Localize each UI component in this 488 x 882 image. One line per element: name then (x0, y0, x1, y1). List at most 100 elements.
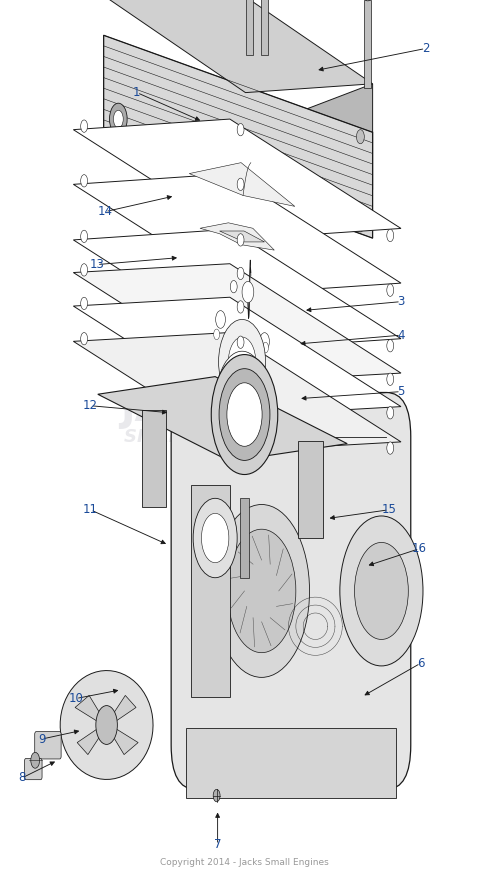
Circle shape (386, 229, 393, 242)
Polygon shape (189, 162, 294, 206)
Polygon shape (245, 84, 372, 238)
Bar (364, 0, 370, 88)
Circle shape (262, 342, 268, 353)
Text: 9: 9 (38, 733, 45, 745)
Circle shape (240, 324, 249, 341)
Polygon shape (73, 264, 400, 382)
Text: 16: 16 (411, 542, 426, 555)
Circle shape (109, 103, 127, 135)
Circle shape (81, 333, 87, 345)
Text: 14: 14 (98, 206, 112, 218)
Circle shape (230, 280, 237, 293)
Polygon shape (190, 485, 229, 697)
Circle shape (226, 383, 262, 446)
Polygon shape (73, 229, 400, 349)
Circle shape (354, 542, 407, 639)
Circle shape (230, 403, 237, 415)
Circle shape (193, 498, 237, 578)
Text: 2: 2 (421, 42, 428, 55)
Circle shape (237, 234, 244, 246)
Text: 13: 13 (89, 258, 104, 271)
Circle shape (31, 752, 40, 768)
Text: 4: 4 (396, 329, 404, 341)
Text: SMALL ENGINES: SMALL ENGINES (123, 428, 286, 445)
Circle shape (228, 337, 255, 386)
Polygon shape (60, 670, 153, 780)
Circle shape (237, 123, 244, 136)
Circle shape (215, 310, 225, 328)
Circle shape (213, 329, 219, 340)
Circle shape (237, 301, 244, 313)
Circle shape (81, 264, 87, 276)
Circle shape (81, 297, 87, 310)
Polygon shape (73, 297, 400, 415)
Circle shape (243, 333, 248, 344)
Circle shape (237, 178, 244, 191)
Text: 1: 1 (133, 86, 141, 99)
Text: JACKS©: JACKS© (120, 391, 290, 430)
Circle shape (81, 120, 87, 132)
Text: 15: 15 (381, 504, 395, 516)
Circle shape (113, 110, 123, 128)
Text: 10: 10 (68, 692, 83, 705)
Circle shape (219, 369, 269, 460)
Polygon shape (185, 728, 395, 798)
Bar (246, 0, 253, 55)
Circle shape (259, 333, 269, 350)
Polygon shape (219, 231, 264, 242)
Polygon shape (103, 35, 245, 238)
Text: 11: 11 (83, 504, 98, 516)
Polygon shape (103, 0, 372, 93)
Circle shape (386, 284, 393, 296)
Text: 5: 5 (396, 385, 404, 398)
Circle shape (230, 438, 237, 451)
Polygon shape (200, 223, 274, 250)
Circle shape (237, 267, 244, 280)
Circle shape (356, 218, 364, 232)
FancyBboxPatch shape (171, 392, 410, 789)
FancyBboxPatch shape (24, 759, 42, 780)
Circle shape (386, 407, 393, 419)
Polygon shape (75, 695, 103, 723)
Bar (239, 498, 249, 578)
Circle shape (218, 319, 265, 404)
Circle shape (201, 513, 228, 563)
Circle shape (339, 516, 422, 666)
Circle shape (237, 336, 244, 348)
Text: 6: 6 (416, 657, 424, 669)
Circle shape (213, 789, 220, 802)
Polygon shape (298, 441, 322, 538)
Circle shape (230, 226, 237, 238)
Polygon shape (73, 174, 400, 294)
Circle shape (96, 706, 117, 744)
Circle shape (242, 281, 253, 303)
Circle shape (239, 384, 244, 392)
Text: Copyright 2014 - Jacks Small Engines: Copyright 2014 - Jacks Small Engines (160, 858, 328, 867)
Circle shape (356, 130, 364, 144)
Circle shape (363, 0, 371, 1)
Polygon shape (73, 333, 400, 451)
Circle shape (227, 529, 295, 653)
Polygon shape (109, 727, 138, 755)
Circle shape (230, 336, 237, 348)
Circle shape (213, 505, 309, 677)
Text: 3: 3 (396, 295, 404, 308)
Circle shape (216, 351, 267, 443)
Polygon shape (73, 119, 400, 239)
Circle shape (226, 369, 257, 425)
Polygon shape (77, 727, 103, 755)
Circle shape (211, 355, 277, 475)
Polygon shape (103, 35, 372, 238)
FancyBboxPatch shape (35, 732, 61, 759)
Circle shape (386, 442, 393, 454)
Bar (261, 0, 267, 55)
Polygon shape (142, 410, 166, 507)
Circle shape (230, 370, 237, 382)
Text: 7: 7 (213, 839, 221, 851)
Circle shape (112, 121, 120, 135)
Circle shape (386, 373, 393, 385)
Text: 8: 8 (18, 772, 26, 784)
Circle shape (386, 340, 393, 352)
Circle shape (81, 230, 87, 243)
Circle shape (81, 175, 87, 187)
